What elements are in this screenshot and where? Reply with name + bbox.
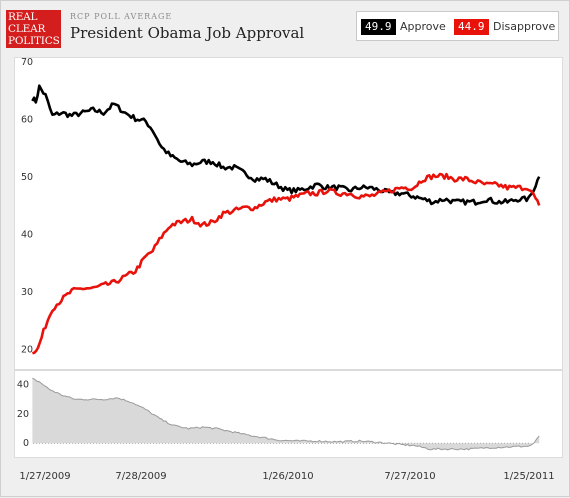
x-tick-label: 1/27/2009 [19,471,70,482]
spread-y-tick-label: 0 [23,438,29,449]
chart-kicker: RCP POLL AVERAGE [70,12,173,21]
x-tick-label: 1/26/2010 [262,471,313,482]
approve-value-badge: 49.9 [361,19,396,35]
x-tick-label: 7/27/2010 [384,471,435,482]
logo-line-1: REAL [8,11,38,23]
plot-panel [14,57,563,458]
chart-title: President Obama Job Approval [70,24,305,42]
main-y-tick-label: 70 [21,57,33,68]
spread-area [32,378,540,450]
main-y-tick-label: 30 [21,287,33,298]
approve-legend-label: Approve [400,20,446,33]
x-tick-label: 7/28/2009 [115,471,166,482]
main-y-tick-label: 20 [21,345,33,356]
spread-line [32,377,540,451]
main-y-tick-label: 50 [21,172,33,183]
x-tick-label: 1/25/2011 [503,471,554,482]
spread-y-tick-label: 20 [17,409,29,420]
logo-line-2: CLEAR [8,23,46,35]
logo-line-3: POLITICS [8,35,60,47]
legend: 49.9 Approve 44.9 Disapprove [356,11,559,41]
disapprove-value-badge: 44.9 [454,19,489,35]
main-y-tick-label: 40 [21,230,33,241]
spread-y-tick-label: 40 [17,380,29,391]
main-y-tick-label: 60 [21,115,33,126]
series-line-disapprove [32,172,541,355]
series-line-approve [31,84,541,206]
realclearpolitics-logo[interactable]: REAL CLEAR POLITICS [6,10,61,48]
disapprove-legend-label: Disapprove [493,20,556,33]
